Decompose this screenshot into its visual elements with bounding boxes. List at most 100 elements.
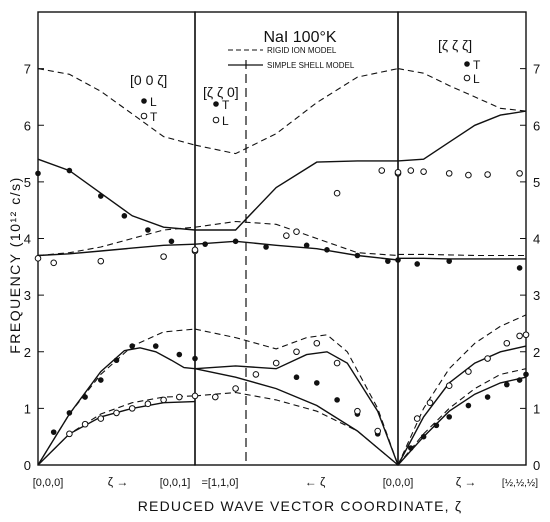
y-tick-label-right: 7	[533, 62, 540, 77]
panel-1-point-open	[113, 409, 120, 417]
x-label-p3-arrow: ζ →	[456, 475, 477, 489]
panel-2-point-open	[293, 228, 300, 236]
panel-3-point-open	[484, 171, 491, 178]
panel-3-point-filled	[414, 261, 421, 267]
panel-1-point-open	[66, 430, 73, 438]
panel-1-rigid-ion-curve	[37, 226, 196, 257]
marker-key-open	[463, 74, 471, 82]
x-label-p2-start: =[1,1,0]	[201, 477, 238, 489]
panel-2-point-open	[293, 348, 300, 356]
y-tick-label-left: 1	[24, 401, 31, 416]
panel-1-point-filled	[168, 238, 175, 245]
y-tick-label-right: 6	[533, 118, 540, 133]
panel-2-rigid-ion-curve	[194, 68, 399, 155]
panel-3-point-open	[426, 399, 434, 407]
panel-3-point-open	[522, 331, 530, 339]
y-tick-label-right: 1	[533, 401, 540, 416]
panel-2-point-filled	[303, 242, 310, 249]
panel-1-point-open	[97, 257, 105, 265]
panel-3-point-open	[413, 415, 421, 422]
panel-2-key-filled: T	[222, 98, 230, 112]
panel-1-point-open	[144, 400, 152, 408]
panel-3-point-open	[503, 339, 511, 347]
panel-1-point-filled	[98, 377, 104, 383]
panel-2-point-open	[191, 246, 199, 254]
panel-3-point-open	[516, 170, 523, 177]
panel-1-point-filled	[152, 343, 159, 349]
y-tick-label-left: 6	[24, 118, 31, 133]
panel-1-rigid-ion-curve	[37, 68, 196, 146]
panel-3-shell-curve	[397, 345, 527, 466]
panel-1-point-open	[81, 420, 89, 428]
panel-3-point-open	[407, 167, 415, 174]
panel-2-point-open	[212, 393, 219, 401]
panel-3-point-open	[465, 368, 472, 375]
panel-3-rigid-ion-curve	[397, 368, 527, 466]
x-label-p1-arrow: ζ →	[108, 475, 129, 489]
panel-1-point-filled	[176, 351, 183, 358]
panel-2-point-filled	[324, 247, 330, 253]
panel-2-point-open	[283, 232, 290, 239]
panel-2-point-open	[272, 359, 280, 367]
panel-2-point-filled	[263, 244, 269, 250]
panel-1-point-filled	[113, 357, 120, 364]
panel-1-label: [0 0 ζ]	[130, 72, 167, 88]
y-tick-label-left: 5	[24, 175, 31, 190]
panel-1-legend: [0 0 ζ] L T	[130, 72, 167, 124]
panel-1-point-filled	[50, 429, 57, 435]
panel-2-point-open	[333, 359, 341, 367]
panel-1-shell-curve	[37, 347, 196, 466]
x-point-labels: [0,0,0] ζ → [0,0,1] =[1,1,0] ← ζ [0,0,0]…	[33, 475, 539, 489]
y-tick-label-left: 2	[24, 345, 31, 360]
panel-2-shell-curve	[195, 160, 398, 231]
panel-2-point-filled	[202, 241, 208, 247]
panel-2-rigid-ion-curve	[194, 391, 399, 466]
panel-3-point-filled	[395, 257, 401, 263]
y-tick-label-right: 5	[533, 175, 540, 190]
panel-3-shell-curve	[397, 110, 527, 162]
marker-key-open	[212, 116, 220, 124]
marker-key-filled	[464, 61, 470, 67]
panel-1-key-filled: L	[150, 95, 157, 109]
marker-key-filled	[141, 98, 147, 104]
panel-2-key-open: L	[222, 114, 229, 128]
y-tick-label-left: 4	[24, 232, 31, 247]
panel-3-point-filled	[446, 414, 453, 420]
y-tick-label-left: 7	[24, 62, 31, 77]
panel-3-legend: [ζ ζ ζ] T L	[438, 37, 481, 86]
y-tick-label-left: 3	[24, 288, 31, 303]
panel-1-point-open	[160, 396, 167, 404]
y-tick-label-right: 0	[533, 458, 540, 473]
panel-3-label: [ζ ζ ζ]	[438, 37, 472, 53]
panel-1-shell-curve	[37, 243, 196, 257]
panel-2-point-filled	[293, 374, 300, 381]
panel-3-point-filled	[408, 445, 414, 451]
panel-3-point-filled	[420, 433, 427, 440]
panel-3-point-filled	[433, 422, 440, 429]
panel-3-rigid-ion-curve	[398, 253, 526, 257]
y-axis-label: FREQUENCY (10¹² c/s)	[7, 176, 23, 354]
panel-1-point-open	[176, 393, 183, 401]
panel-3-point-filled	[484, 394, 491, 400]
panel-2-point-filled	[314, 380, 320, 386]
panel-3-point-filled	[516, 377, 523, 383]
panel-2-legend: [ζ ζ 0] T L	[203, 84, 239, 128]
panel-2-point-filled	[354, 252, 361, 259]
panel-3-key-filled: T	[473, 58, 481, 72]
panel-1-point-filled	[66, 167, 73, 174]
x-label-p2-end: [0,0,0]	[383, 477, 414, 489]
marker-key-filled	[213, 101, 219, 107]
panel-3-point-filled	[516, 265, 523, 271]
panel-1-point-open	[128, 405, 136, 412]
panel-1-point-filled	[129, 343, 135, 349]
panel-1-point-open	[191, 392, 199, 400]
panel-2-point-open	[252, 371, 260, 378]
panel-3-key-open: L	[473, 72, 480, 86]
legend-label-rigid-ion: RIGID ION MODEL	[267, 46, 337, 55]
panel-2-point-filled	[192, 355, 198, 362]
panel-3-point-open	[394, 168, 402, 176]
x-label-p1-start: [0,0,0]	[33, 477, 64, 489]
panel-3-shell-curve	[397, 376, 527, 466]
